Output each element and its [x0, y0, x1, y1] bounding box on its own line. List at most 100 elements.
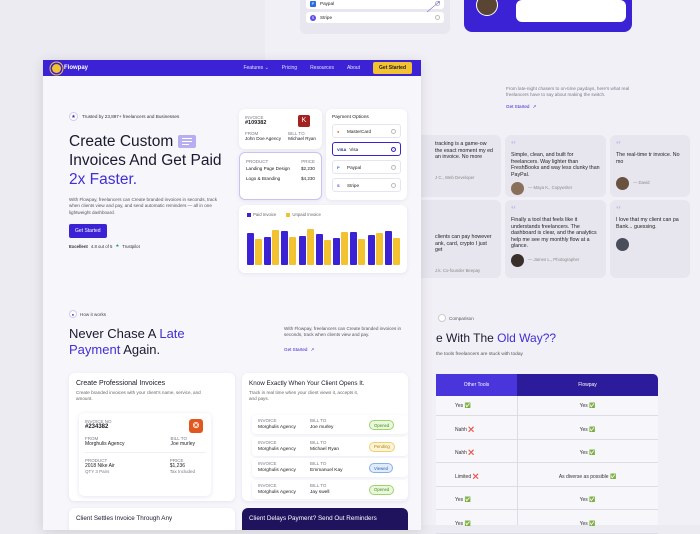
- testimonial-card: “ The real-time tr invoice. No mo — Davi…: [610, 135, 690, 197]
- radio-icon[interactable]: [391, 164, 396, 170]
- badge-icon: ●: [69, 310, 77, 318]
- bar-unpaid: [341, 231, 349, 265]
- table-cell: Yes ✅: [579, 426, 596, 433]
- mock-items-card: PRODUCT PRICE Landing Page Design $2,230 L…: [239, 152, 322, 200]
- client-logo-icon: K: [298, 115, 310, 127]
- radio-icon[interactable]: [391, 182, 396, 188]
- table-cell: Yes ✅: [455, 403, 471, 409]
- logo-icon: [52, 63, 61, 73]
- radio-icon[interactable]: [435, 15, 440, 20]
- table-cell: Yes ✅: [579, 520, 596, 527]
- testimonial-card: “ Simple, clean, and built for freelance…: [505, 135, 606, 197]
- intro-link[interactable]: Get Started ↗: [506, 104, 537, 109]
- hero-get-started-button[interactable]: Get Started: [69, 224, 107, 238]
- feature-card-tracking: Know Exactly When Your Client Opens It. …: [242, 373, 408, 501]
- landing-page: Flowpay Features ⌄ Pricing Resources Abo…: [43, 60, 421, 530]
- bar-paid: [333, 238, 341, 265]
- table-cell: Yes ✅: [455, 497, 471, 503]
- bar-chart: [247, 227, 402, 265]
- payment-option-paypal[interactable]: P Paypal: [332, 160, 401, 174]
- invoice-preview: INVOICE NO #234382 ❂ FROM Morghulis Agenc…: [79, 413, 211, 496]
- testimonial-card: clients can pay however ank, card, crypt…: [413, 200, 501, 278]
- avatar: [511, 182, 524, 195]
- bar-unpaid: [323, 239, 331, 265]
- nav-links: Features ⌄ Pricing Resources About: [243, 65, 360, 71]
- comparison-subtitle: the tools freelancers are stuck with tod…: [436, 352, 523, 357]
- hero-title: Create Custom Invoices And Get Paid 2x F…: [69, 133, 222, 188]
- nav-link-about[interactable]: About: [346, 65, 361, 71]
- status-badge: Pending: [369, 441, 395, 452]
- table-row: Yes ✅ Yes ✅: [436, 515, 658, 534]
- table-cell: Limited ❌: [455, 473, 479, 480]
- table-row: Yes ✅ Yes ✅: [436, 491, 658, 510]
- table-row: Nahh ❌ Yes ✅: [436, 444, 658, 463]
- table-header: Flowpay: [517, 374, 658, 396]
- payment-option-label: Stripe: [347, 182, 360, 188]
- payment-option-label: Visa: [349, 146, 359, 152]
- radio-icon[interactable]: [391, 128, 396, 134]
- bar-paid: [247, 232, 254, 265]
- nav-link-resources[interactable]: Resources: [310, 65, 334, 71]
- invoice-chart-card: Paid Invoice Unpaid Invoice: [239, 205, 407, 273]
- avatar: [476, 0, 498, 16]
- payment-option-stripe[interactable]: S Stripe: [332, 178, 401, 192]
- payment-option-visa[interactable]: VISA Visa: [332, 142, 401, 156]
- tracking-row: INVOICE Morghulis Agency BILL TO Michael Ry…: [252, 436, 408, 456]
- chat-bubble: [516, 0, 626, 22]
- table-row: Yes ✅ Yes ✅: [436, 397, 658, 416]
- avatar: [511, 253, 524, 267]
- bar-unpaid: [272, 230, 280, 265]
- tracking-row: INVOICE Morghulis Agency BILL TO Jay swell O…: [252, 479, 408, 499]
- table-cell: Yes ✅: [579, 450, 596, 456]
- bar-unpaid: [375, 232, 383, 265]
- payment-option-label: Paypal: [347, 164, 362, 170]
- radio-icon[interactable]: [391, 146, 396, 152]
- paypal-icon: P: [310, 0, 316, 7]
- get-started-button[interactable]: Get Started: [373, 62, 412, 74]
- table-cell: Nahh ❌: [455, 426, 475, 433]
- status-badge: Viewed: [369, 463, 394, 473]
- payment-option-stripe[interactable]: S Stripe: [306, 12, 444, 23]
- tracking-row: INVOICE Morghulis Agency BILL TO Joe murley…: [252, 415, 408, 434]
- hero-description: With Flowpay, freelancers can Create bra…: [69, 197, 218, 215]
- bar-paid: [264, 237, 272, 265]
- how-link[interactable]: Get Started ↗: [284, 347, 315, 352]
- status-badge: Opened: [369, 420, 395, 430]
- mock-invoice-card: INVOICE #109382 K FROM John Doe Agency BI…: [239, 109, 322, 149]
- bar-unpaid: [392, 238, 400, 265]
- feature-card-invoices: Create Professional Invoices Create bran…: [69, 373, 235, 501]
- radio-icon[interactable]: [435, 1, 440, 6]
- purple-chat-card: [464, 0, 632, 32]
- how-description: With Flowpay, freelancers can Create bra…: [284, 326, 402, 338]
- testimonial-card: “ I love that my client can pa Bank... g…: [610, 200, 690, 278]
- comparison-title: e With The Old Way??: [436, 331, 557, 345]
- stripe-icon: S: [337, 182, 340, 188]
- bar-paid: [315, 233, 323, 265]
- feature-card-reminders: Client Delays Payment? Send Out Reminder…: [242, 508, 408, 530]
- table-cell: Yes ✅: [579, 497, 596, 503]
- payment-option-paypal[interactable]: P Paypal: [306, 0, 444, 9]
- table-header: Other Tools: [436, 374, 517, 396]
- quote-icon: “: [511, 204, 516, 216]
- bar-unpaid: [306, 229, 314, 265]
- table-cell: Yes ✅: [455, 520, 471, 527]
- intro-text: From late-night chasers to on-time payda…: [506, 86, 630, 98]
- chart-legend: Paid Invoice Unpaid Invoice: [247, 212, 321, 217]
- logo[interactable]: Flowpay: [52, 63, 88, 73]
- quote-icon: “: [511, 139, 516, 151]
- payment-option-mastercard[interactable]: ● MasterCard: [332, 124, 401, 138]
- curve-arrow-icon: [426, 1, 440, 13]
- tracking-row: INVOICE Morghulis Agency BILL TO Emmanuel K…: [252, 458, 408, 477]
- nav-link-pricing[interactable]: Pricing: [281, 65, 298, 71]
- mastercard-icon: ●: [337, 128, 340, 134]
- table-row: Nahh ❌ Yes ✅: [436, 421, 658, 440]
- testimonial-card: “ Finally a tool that feels like it unde…: [505, 200, 606, 278]
- avatar: [616, 177, 629, 190]
- trustpilot-star-icon: ★: [115, 243, 120, 248]
- how-title: Never Chase A Late Payment Again.: [69, 326, 185, 357]
- paypal-icon: P: [337, 164, 340, 170]
- bar-paid: [350, 231, 358, 265]
- nav-link-features[interactable]: Features ⌄: [243, 65, 269, 71]
- testimonial-card: tracking is a game-ow the exact moment m…: [413, 135, 501, 197]
- visa-icon: VISA: [337, 146, 347, 152]
